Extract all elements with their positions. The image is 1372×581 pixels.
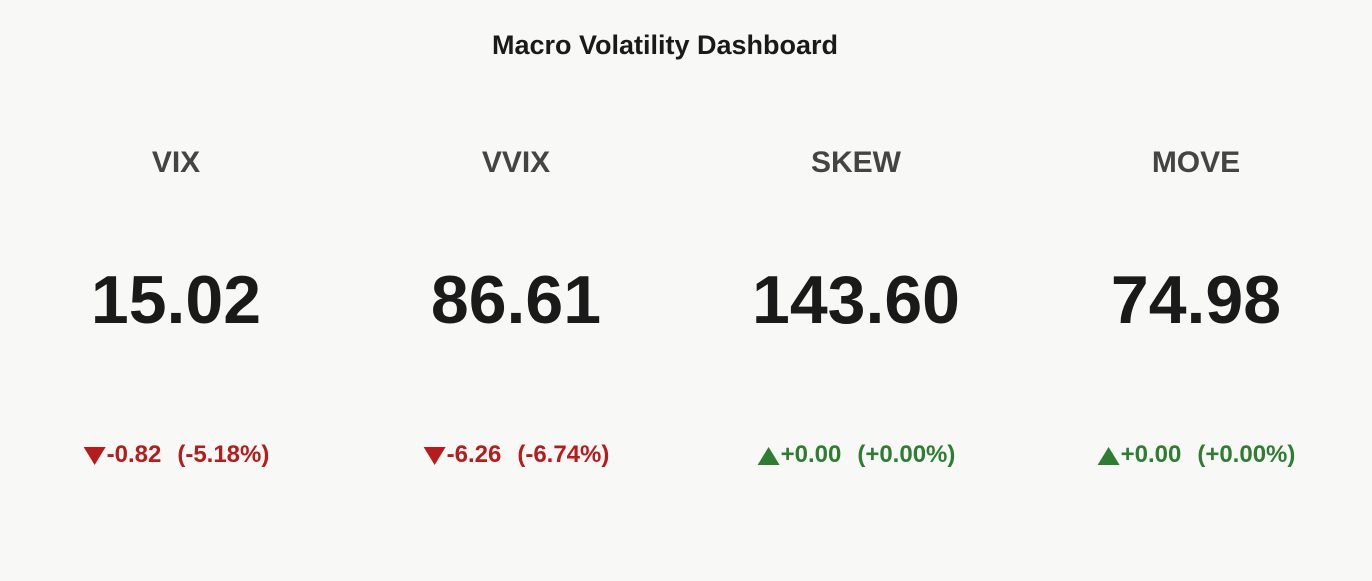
delta-row: -6.26 (-6.74%): [447, 441, 610, 468]
indicator-name: VVIX: [482, 146, 550, 179]
delta-value: -0.82: [107, 441, 162, 468]
delta-percent: (+0.00%): [857, 441, 955, 468]
delta-percent: (+0.00%): [1197, 441, 1295, 468]
delta-arrow: [1097, 447, 1120, 465]
delta-value: +0.00: [1121, 441, 1182, 468]
indicator-name: SKEW: [811, 146, 902, 179]
indicator-value: 86.61: [431, 262, 601, 338]
delta-arrow: [757, 447, 780, 465]
dashboard-title: Macro Volatility Dashboard: [492, 30, 838, 60]
delta-row: +0.00 (+0.00%): [781, 441, 956, 468]
delta-value: +0.00: [781, 441, 842, 468]
indicator-name: MOVE: [1152, 146, 1240, 179]
delta-percent: (-6.74%): [517, 441, 609, 468]
indicator-value: 143.60: [752, 262, 960, 338]
delta-value: -6.26: [447, 441, 502, 468]
indicator-value: 74.98: [1111, 262, 1281, 338]
delta-row: +0.00 (+0.00%): [1121, 441, 1296, 468]
delta-percent: (-5.18%): [177, 441, 269, 468]
delta-arrow: [423, 447, 446, 465]
indicator-value: 15.02: [91, 262, 261, 338]
indicator-name: VIX: [152, 146, 200, 179]
delta-arrow: [83, 447, 106, 465]
delta-row: -0.82 (-5.18%): [107, 441, 270, 468]
